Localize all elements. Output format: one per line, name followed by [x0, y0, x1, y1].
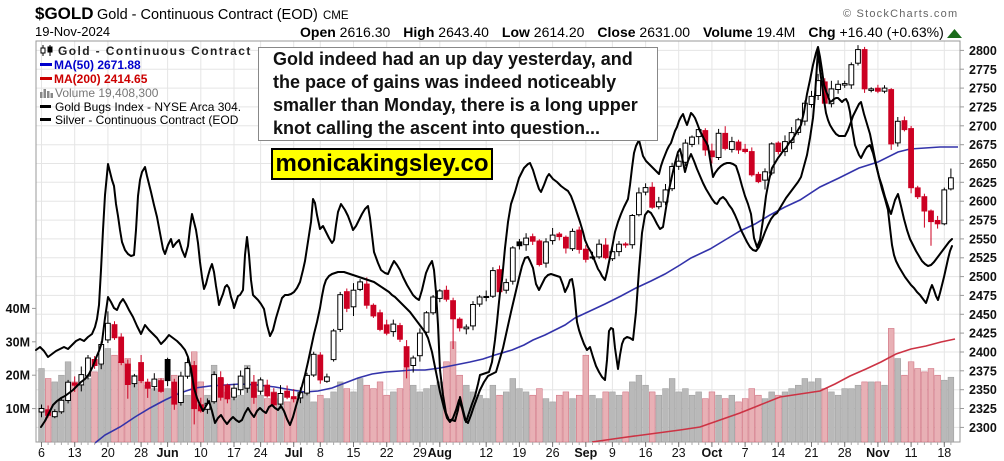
svg-text:Jul: Jul: [285, 446, 303, 460]
svg-text:30M: 30M: [6, 335, 30, 349]
svg-text:Jun: Jun: [156, 446, 178, 460]
svg-text:2600: 2600: [969, 195, 997, 209]
svg-text:18: 18: [937, 446, 951, 460]
svg-text:Nov: Nov: [866, 446, 890, 460]
svg-text:2500: 2500: [969, 270, 997, 284]
svg-text:2650: 2650: [969, 157, 997, 171]
svg-text:2525: 2525: [969, 251, 997, 265]
svg-text:2350: 2350: [969, 383, 997, 397]
svg-text:Aug: Aug: [428, 446, 452, 460]
svg-text:20M: 20M: [6, 369, 30, 383]
svg-text:9: 9: [609, 446, 616, 460]
svg-text:22: 22: [380, 446, 394, 460]
svg-text:28: 28: [134, 446, 148, 460]
svg-text:2425: 2425: [969, 327, 997, 341]
svg-text:29: 29: [413, 446, 427, 460]
svg-text:2450: 2450: [969, 308, 997, 322]
svg-text:12: 12: [479, 446, 493, 460]
svg-text:2675: 2675: [969, 138, 997, 152]
svg-text:2725: 2725: [969, 100, 997, 114]
svg-text:2750: 2750: [969, 82, 997, 96]
svg-text:6: 6: [38, 446, 45, 460]
svg-text:Sep: Sep: [574, 446, 597, 460]
svg-text:16: 16: [639, 446, 653, 460]
svg-text:2550: 2550: [969, 232, 997, 246]
svg-text:2800: 2800: [969, 44, 997, 58]
svg-text:40M: 40M: [6, 302, 30, 316]
svg-text:21: 21: [805, 446, 819, 460]
svg-text:2625: 2625: [969, 176, 997, 190]
svg-text:14: 14: [771, 446, 785, 460]
svg-text:11: 11: [905, 446, 918, 460]
svg-text:24: 24: [254, 446, 268, 460]
svg-text:13: 13: [68, 446, 82, 460]
svg-text:20: 20: [101, 446, 115, 460]
svg-text:2775: 2775: [969, 63, 997, 77]
svg-text:7: 7: [742, 446, 749, 460]
svg-text:28: 28: [838, 446, 852, 460]
svg-text:Oct: Oct: [701, 446, 723, 460]
svg-text:2575: 2575: [969, 214, 997, 228]
svg-text:8: 8: [317, 446, 324, 460]
svg-text:2700: 2700: [969, 119, 997, 133]
svg-text:26: 26: [546, 446, 560, 460]
svg-text:17: 17: [227, 446, 241, 460]
svg-text:23: 23: [672, 446, 686, 460]
svg-text:19: 19: [512, 446, 526, 460]
svg-text:2400: 2400: [969, 346, 997, 360]
svg-text:2375: 2375: [969, 364, 997, 378]
svg-text:10: 10: [194, 446, 208, 460]
svg-text:15: 15: [347, 446, 361, 460]
svg-text:2475: 2475: [969, 289, 997, 303]
svg-text:2300: 2300: [969, 421, 997, 435]
svg-text:10M: 10M: [6, 402, 30, 416]
svg-text:2325: 2325: [969, 402, 997, 416]
